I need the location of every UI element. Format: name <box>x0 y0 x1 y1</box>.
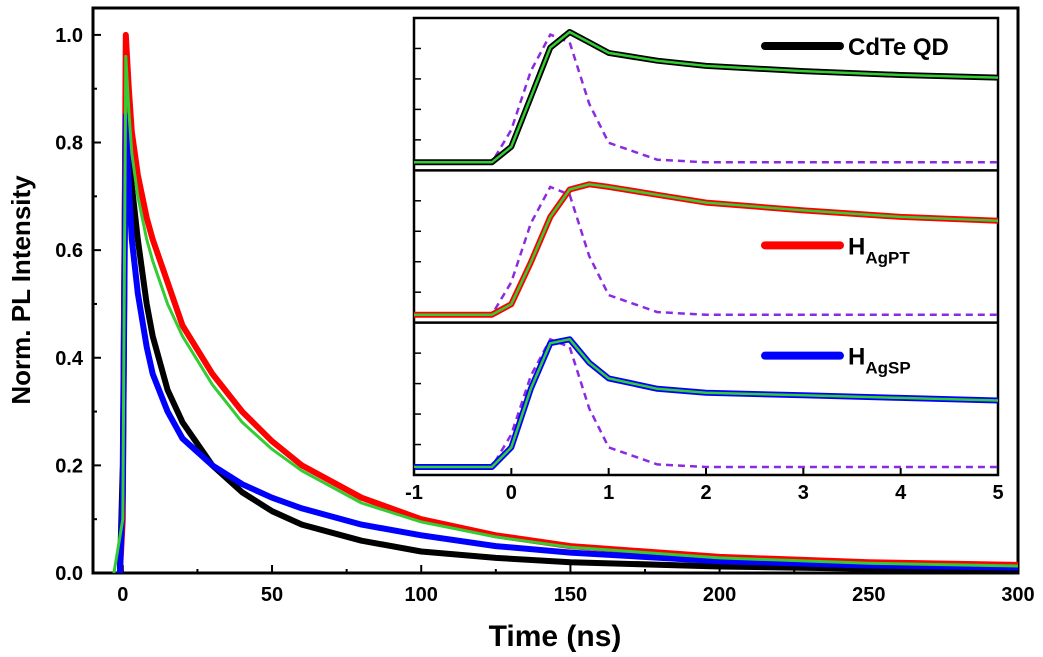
main-plot-frame <box>91 6 1020 575</box>
series-line-h-agsp <box>116 112 1019 574</box>
inset-legend-subscript: AgPT <box>865 248 910 267</box>
series-line-fit <box>112 54 1019 574</box>
y-tick-label: 0.6 <box>55 240 83 262</box>
x-tick-label: 300 <box>1001 584 1034 606</box>
inset-legend-subscript: AgSP <box>865 359 910 378</box>
inset-x-tick-label: -1 <box>405 482 423 504</box>
x-tick-label: 250 <box>852 584 885 606</box>
inset-x-tick-label: 0 <box>506 482 517 504</box>
x-tick-label: 50 <box>261 584 283 606</box>
inset-irf-line <box>414 33 998 164</box>
inset-x-tick-label: 4 <box>895 482 907 504</box>
y-tick-label: 0.2 <box>55 455 83 477</box>
inset-irf-line <box>414 337 998 469</box>
y-axis-title: Norm. PL Intensity <box>6 175 36 405</box>
y-tick-label: 0.0 <box>55 563 83 585</box>
inset-irf-line <box>414 185 998 316</box>
main-series-group <box>112 31 1019 574</box>
inset-legend-label: CdTe QD <box>848 34 949 61</box>
x-tick-label: 0 <box>117 584 128 606</box>
x-tick-label: 100 <box>405 584 438 606</box>
inset-fit-line <box>414 337 999 469</box>
inset-x-tick-label: 5 <box>992 482 1003 504</box>
inset-x-tick-label: 3 <box>798 482 809 504</box>
x-tick-label: 150 <box>554 584 587 606</box>
y-tick-label: 0.4 <box>55 348 84 370</box>
inset-fit-line <box>414 183 999 316</box>
inset-x-axis: -1 0 1 2 3 4 5 <box>405 468 1004 504</box>
x-tick-label: 200 <box>703 584 736 606</box>
x-axis-title: Time (ns) <box>489 620 622 653</box>
y-tick-label: 0.8 <box>55 133 83 155</box>
y-tick-label: 1.0 <box>55 25 83 47</box>
inset-x-tick-label: 2 <box>700 482 711 504</box>
inset-frame <box>412 16 1000 477</box>
inset-x-tick-label: 1 <box>603 482 614 504</box>
inset-fit-line <box>414 30 999 164</box>
